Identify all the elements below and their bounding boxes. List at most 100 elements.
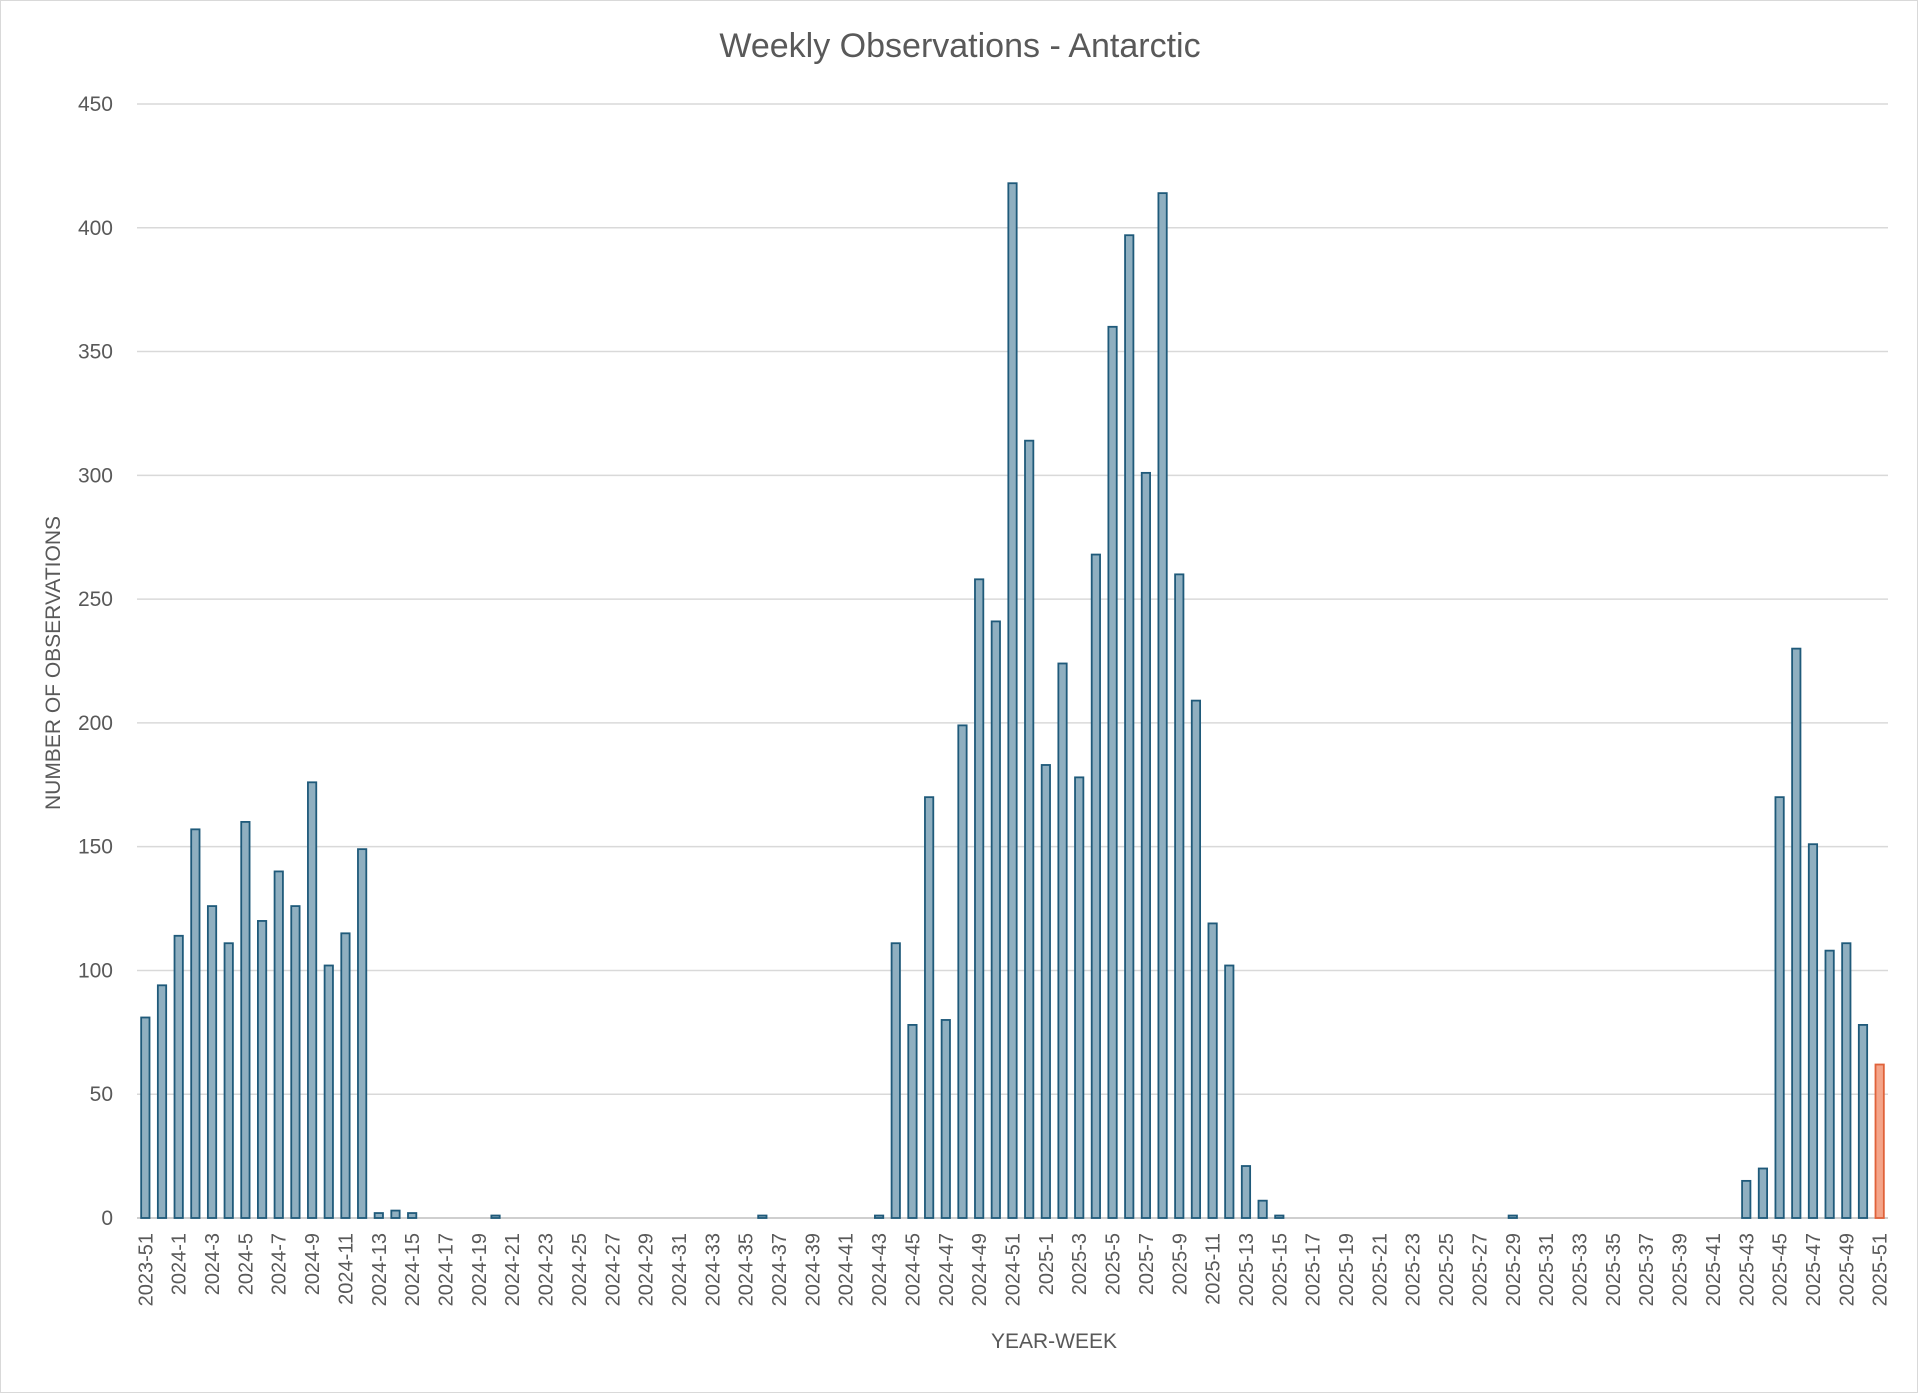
y-tick-label: 200 xyxy=(78,712,113,735)
x-tick-label: 2025-47 xyxy=(1803,1233,1825,1306)
x-tick-label: 2025-43 xyxy=(1736,1233,1758,1306)
bar-2024-8 xyxy=(290,905,301,1219)
x-tick-label: 2024-3 xyxy=(202,1233,224,1295)
x-tick-label: 2024-7 xyxy=(269,1233,291,1295)
bar-2023-52 xyxy=(156,984,168,1219)
x-tick-label: 2025-33 xyxy=(1569,1233,1591,1306)
x-tick-label: 2025-1 xyxy=(1036,1233,1058,1295)
bar-2024-36 xyxy=(757,1214,768,1219)
bar-2024-44 xyxy=(890,942,901,1219)
x-tick-label: 2025-13 xyxy=(1236,1233,1258,1306)
x-tick-label: 2024-1 xyxy=(169,1233,191,1295)
y-tick-label: 250 xyxy=(78,588,113,611)
bar-2023-51 xyxy=(140,1016,151,1219)
y-tick-label: 300 xyxy=(78,464,113,487)
y-tick-label: 400 xyxy=(78,217,113,240)
bar-2024-3 xyxy=(206,905,218,1219)
x-tick-label: 2024-43 xyxy=(869,1233,891,1306)
bar-2025-48 xyxy=(1824,949,1835,1219)
y-tick-labels: 0 50 100 150 200 250 300 350 400 450 xyxy=(78,93,113,1230)
bar-2024-47 xyxy=(940,1019,951,1219)
bar-2024-5 xyxy=(240,821,251,1219)
x-tick-label: 2025-23 xyxy=(1403,1233,1425,1306)
chart-title: Weekly Observations - Antarctic xyxy=(719,27,1200,65)
bar-2025-15 xyxy=(1274,1214,1285,1219)
bar-2025-2 xyxy=(1057,662,1068,1219)
x-tick-label: 2025-31 xyxy=(1536,1233,1558,1306)
bar-2025-43 xyxy=(1741,1179,1752,1219)
x-tick-label: 2025-11 xyxy=(1203,1233,1225,1305)
bar-2024-10 xyxy=(323,964,334,1219)
bar-2024-46 xyxy=(924,796,935,1219)
bar-2025-44 xyxy=(1757,1167,1768,1219)
bar-2024-11 xyxy=(340,932,351,1219)
bar-2024-6 xyxy=(257,920,268,1219)
x-tick-label: 2025-19 xyxy=(1336,1233,1358,1306)
x-tick-label: 2025-35 xyxy=(1603,1233,1625,1306)
x-tick-label: 2024-45 xyxy=(902,1233,924,1306)
x-tick-label: 2025-3 xyxy=(1069,1233,1091,1295)
x-tick-label: 2024-15 xyxy=(402,1233,424,1306)
x-tick-label: 2024-17 xyxy=(436,1233,458,1306)
x-tick-label: 2024-5 xyxy=(235,1233,257,1295)
x-tick-label: 2024-33 xyxy=(702,1233,724,1306)
bar-2025-5 xyxy=(1107,325,1118,1219)
y-tick-label: 100 xyxy=(78,959,113,982)
bar-2025-11 xyxy=(1207,922,1218,1219)
bar-2025-47 xyxy=(1807,843,1819,1219)
bar-2024-51 xyxy=(1007,182,1018,1219)
y-tick-label: 350 xyxy=(78,341,113,364)
bar-2025-46 xyxy=(1791,647,1802,1219)
x-tick-label: 2025-45 xyxy=(1770,1233,1792,1306)
x-tick-label: 2025-9 xyxy=(1169,1233,1191,1295)
x-tick-label: 2024-13 xyxy=(369,1233,391,1306)
x-tick-label: 2025-41 xyxy=(1703,1233,1725,1306)
bar-2024-43 xyxy=(874,1214,885,1219)
bar-2025-6 xyxy=(1124,234,1135,1219)
bar-2025-50 xyxy=(1857,1024,1869,1219)
x-tick-label: 2024-51 xyxy=(1003,1233,1025,1306)
bar-2025-45 xyxy=(1774,796,1785,1219)
bar-2024-48 xyxy=(957,724,968,1219)
bar-2025-3 xyxy=(1074,776,1085,1219)
bar-2025-29 xyxy=(1507,1214,1518,1219)
bar-2024-9 xyxy=(307,781,318,1219)
x-tick-label: 2025-51 xyxy=(1870,1233,1892,1306)
bar-2024-50 xyxy=(990,620,1001,1219)
bar-2024-4 xyxy=(223,942,234,1219)
x-tick-label: 2025-39 xyxy=(1670,1233,1692,1306)
bar-2025-12 xyxy=(1224,964,1235,1219)
bar-2024-49 xyxy=(974,578,985,1219)
x-tick-label: 2025-15 xyxy=(1269,1233,1291,1306)
bar-2025-14 xyxy=(1257,1199,1268,1219)
x-tick-label: 2024-19 xyxy=(469,1233,491,1306)
x-tick-label: 2025-37 xyxy=(1636,1233,1658,1306)
bar-2025-9 xyxy=(1174,573,1185,1219)
x-tick-label: 2025-29 xyxy=(1503,1233,1525,1306)
y-tick-label: 0 xyxy=(101,1207,113,1230)
bar-2025-7 xyxy=(1140,471,1151,1219)
y-tick-label: 150 xyxy=(78,836,113,859)
bar-2024-15 xyxy=(407,1212,418,1219)
x-tick-label: 2024-37 xyxy=(769,1233,791,1306)
x-tick-label: 2024-23 xyxy=(536,1233,558,1306)
bar-2024-20 xyxy=(490,1214,501,1219)
bar-2024-52 xyxy=(1024,439,1035,1219)
y-tick-label: 50 xyxy=(90,1083,113,1106)
x-tick-label: 2025-5 xyxy=(1103,1233,1125,1295)
x-tick-labels: 2023-51 2024-1 2024-3 2024-5 2024-7 2024-9 202… xyxy=(135,1233,1891,1306)
bar-2025-10 xyxy=(1190,699,1202,1219)
x-tick-label: 2024-11 xyxy=(335,1233,357,1305)
y-tick-label: 450 xyxy=(78,93,113,116)
x-tick-label: 2024-25 xyxy=(569,1233,591,1306)
x-tick-label: 2024-35 xyxy=(736,1233,758,1306)
x-tick-label: 2024-41 xyxy=(836,1233,858,1306)
x-tick-label: 2025-27 xyxy=(1469,1233,1491,1306)
x-tick-label: 2024-31 xyxy=(669,1233,691,1306)
x-tick-label: 2025-7 xyxy=(1136,1233,1158,1295)
bar-2025-1 xyxy=(1040,764,1051,1219)
x-tick-label: 2025-25 xyxy=(1436,1233,1458,1306)
bar-2024-1 xyxy=(173,934,184,1219)
bar-2024-2 xyxy=(190,828,201,1219)
bar-2025-4 xyxy=(1090,553,1101,1219)
